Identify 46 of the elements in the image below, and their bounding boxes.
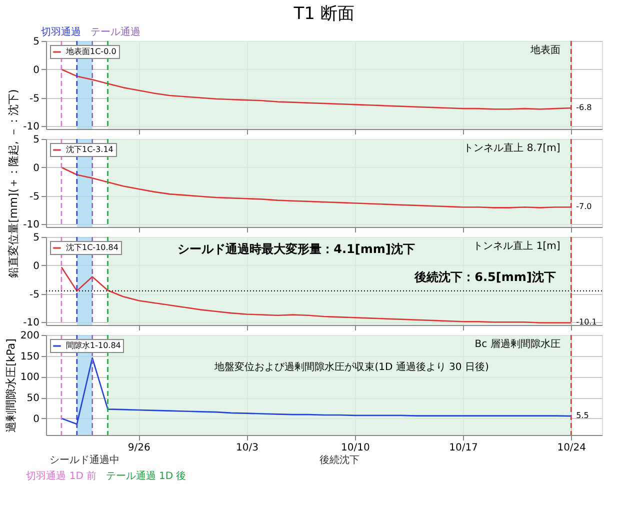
y-tick-label: 150 bbox=[20, 351, 40, 362]
y-tick-label: 200 bbox=[20, 330, 40, 342]
band-label: 後続沈下 bbox=[319, 454, 360, 466]
y-tick-label: 0 bbox=[33, 64, 40, 76]
annotation: 地表面 bbox=[529, 44, 560, 56]
data-label: -10.1 bbox=[576, 318, 597, 327]
band-label: シールド通過中 bbox=[50, 454, 120, 466]
ref-line-label: 切羽通過 1D 前 bbox=[26, 470, 97, 482]
y-axis-title: 鉛直変位量[mm](＋：隆起, －：沈下) bbox=[7, 89, 20, 278]
annotation: トンネル直上 8.7[m] bbox=[464, 142, 560, 154]
x-tick-label: 10/3 bbox=[236, 442, 259, 454]
ref-line-label: テール通過 1D 後 bbox=[106, 470, 186, 482]
y-tick-label: 0 bbox=[33, 260, 40, 272]
y-tick-label: 0 bbox=[33, 414, 40, 425]
y-tick-label: 50 bbox=[26, 393, 40, 404]
annotation: 後続沈下：6.5[mm]沈下 bbox=[414, 270, 556, 284]
data-label: 5.5 bbox=[576, 411, 589, 420]
y-tick-label: -10 bbox=[23, 122, 40, 133]
legend-label: 地表面1C-0.0 bbox=[65, 47, 116, 56]
x-tick-label: 10/10 bbox=[340, 442, 370, 454]
y-tick-label: -5 bbox=[30, 191, 40, 202]
y-tick-label: -10 bbox=[23, 220, 40, 231]
legend-label: 間隙水1-10.84 bbox=[66, 341, 121, 350]
x-tick-label: 10/17 bbox=[449, 442, 478, 454]
y-tick-label: 0 bbox=[33, 162, 40, 174]
x-tick-label: 9/26 bbox=[128, 442, 150, 454]
annotation: 地盤変位および過剰間隙水圧が収束(1D 通過後より 30 日後) bbox=[214, 361, 489, 373]
y-tick-label: -5 bbox=[30, 93, 40, 104]
chart-title: T1 断面 bbox=[292, 4, 354, 24]
ref-line-label: テール通過 bbox=[90, 26, 140, 38]
ref-line-label: 切羽通過 bbox=[40, 26, 81, 38]
y-tick-label: 100 bbox=[20, 372, 40, 384]
x-tick-label: 10/24 bbox=[557, 442, 586, 454]
y-tick-label: 5 bbox=[33, 232, 40, 244]
legend-label: 沈下1C-3.14 bbox=[66, 145, 114, 154]
annotation: シールド通過時最大変形量：4.1[mm]沈下 bbox=[178, 242, 415, 256]
data-label: -7.0 bbox=[576, 202, 592, 212]
annotation: Bc 層過剰間隙水圧 bbox=[474, 338, 560, 350]
y-axis-title: 過剰間隙水圧[kPa] bbox=[4, 338, 18, 432]
y-tick-label: -5 bbox=[30, 289, 40, 300]
legend-label: 沈下1C-10.84 bbox=[66, 243, 118, 252]
y-tick-label: -10 bbox=[23, 318, 40, 329]
annotation: トンネル直上 1[m] bbox=[473, 240, 560, 252]
data-label: -6.8 bbox=[576, 102, 592, 112]
y-tick-label: 5 bbox=[33, 134, 40, 146]
y-tick-label: 5 bbox=[33, 36, 40, 48]
